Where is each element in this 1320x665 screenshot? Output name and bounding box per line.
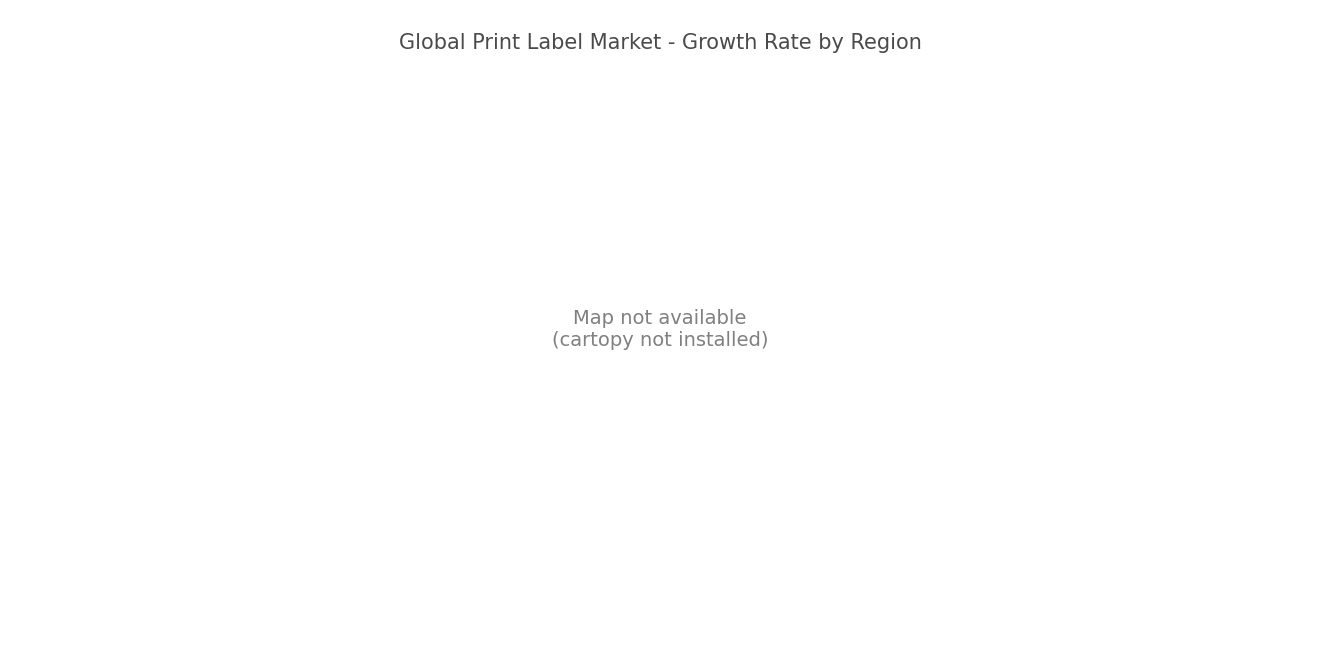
Text: Global Print Label Market - Growth Rate by Region: Global Print Label Market - Growth Rate … bbox=[399, 33, 921, 53]
Text: Map not available
(cartopy not installed): Map not available (cartopy not installed… bbox=[552, 309, 768, 350]
